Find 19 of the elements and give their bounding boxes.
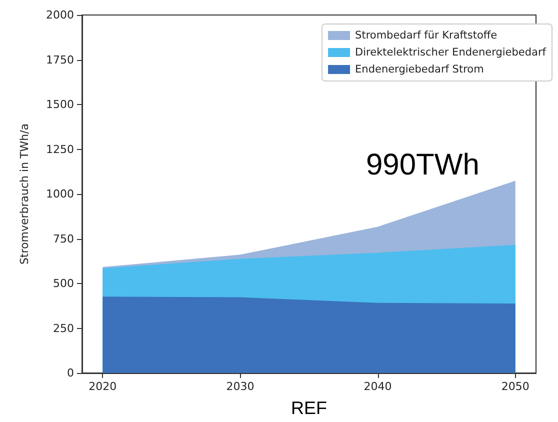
y-tick-label: 0 xyxy=(67,366,74,380)
y-tick-label: 1250 xyxy=(46,142,74,156)
y-tick-label: 750 xyxy=(53,232,74,246)
x-tick-label: 2020 xyxy=(88,380,117,393)
y-tick-label: 500 xyxy=(53,277,74,290)
y-tick-label: 1750 xyxy=(46,53,74,66)
y-tick-label: 2000 xyxy=(46,8,74,22)
x-tick-label: 2050 xyxy=(501,380,530,393)
x-tick-label: 2040 xyxy=(364,380,392,393)
legend-label: Direktelektrischer Endenergiebedarf xyxy=(355,46,546,58)
legend-label: Endenergiebedarf Strom xyxy=(355,64,484,76)
annotation: 990TWh xyxy=(366,148,480,182)
x-axis-title: REF xyxy=(291,398,328,418)
x-tick-label: 2030 xyxy=(226,380,254,393)
y-tick-label: 250 xyxy=(53,322,74,335)
legend-label: Strombedarf für Kraftstoffe xyxy=(355,30,498,42)
y-tick-label: 1000 xyxy=(46,188,74,200)
y-axis-title: Stromverbrauch in TWh/a xyxy=(18,123,31,265)
y-tick-label: 1500 xyxy=(46,98,74,111)
